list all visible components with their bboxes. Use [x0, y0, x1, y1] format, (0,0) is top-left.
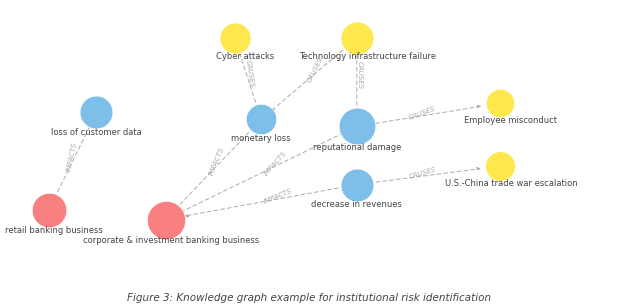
Text: retail banking business: retail banking business — [5, 226, 103, 235]
Text: CAUSES: CAUSES — [244, 59, 254, 88]
Point — [352, 35, 362, 40]
Text: CAUSES: CAUSES — [357, 61, 363, 89]
Point — [256, 117, 266, 122]
Text: IMPACTS: IMPACTS — [66, 141, 78, 172]
Text: IMPACTS: IMPACTS — [263, 150, 288, 176]
Text: CAUSES: CAUSES — [408, 166, 437, 180]
Text: Cyber attacks: Cyber attacks — [216, 52, 274, 61]
Point — [495, 163, 505, 168]
Text: reputational damage: reputational damage — [313, 143, 401, 152]
Point — [44, 208, 54, 213]
Text: Figure 3: Knowledge graph example for institutional risk identification: Figure 3: Knowledge graph example for in… — [127, 293, 491, 303]
Point — [352, 124, 362, 129]
Text: CAUSES: CAUSES — [408, 105, 436, 121]
Point — [91, 110, 101, 115]
Text: corporate & investment banking business: corporate & investment banking business — [83, 236, 259, 245]
Point — [230, 35, 240, 40]
Text: IMPACTS: IMPACTS — [208, 147, 226, 177]
Point — [495, 101, 505, 106]
Text: CAUSES: CAUSES — [307, 56, 324, 83]
Text: U.S.-China trade war escalation: U.S.-China trade war escalation — [444, 179, 577, 188]
Point — [352, 182, 362, 187]
Point — [161, 217, 171, 222]
Text: monetary loss: monetary loss — [231, 134, 291, 143]
Text: IMPACTS: IMPACTS — [263, 187, 294, 204]
Text: Employee misconduct: Employee misconduct — [464, 116, 557, 125]
Text: Technology infrastructure failure: Technology infrastructure failure — [299, 52, 436, 61]
Text: loss of customer data: loss of customer data — [51, 128, 142, 136]
Text: decrease in revenues: decrease in revenues — [311, 200, 402, 209]
